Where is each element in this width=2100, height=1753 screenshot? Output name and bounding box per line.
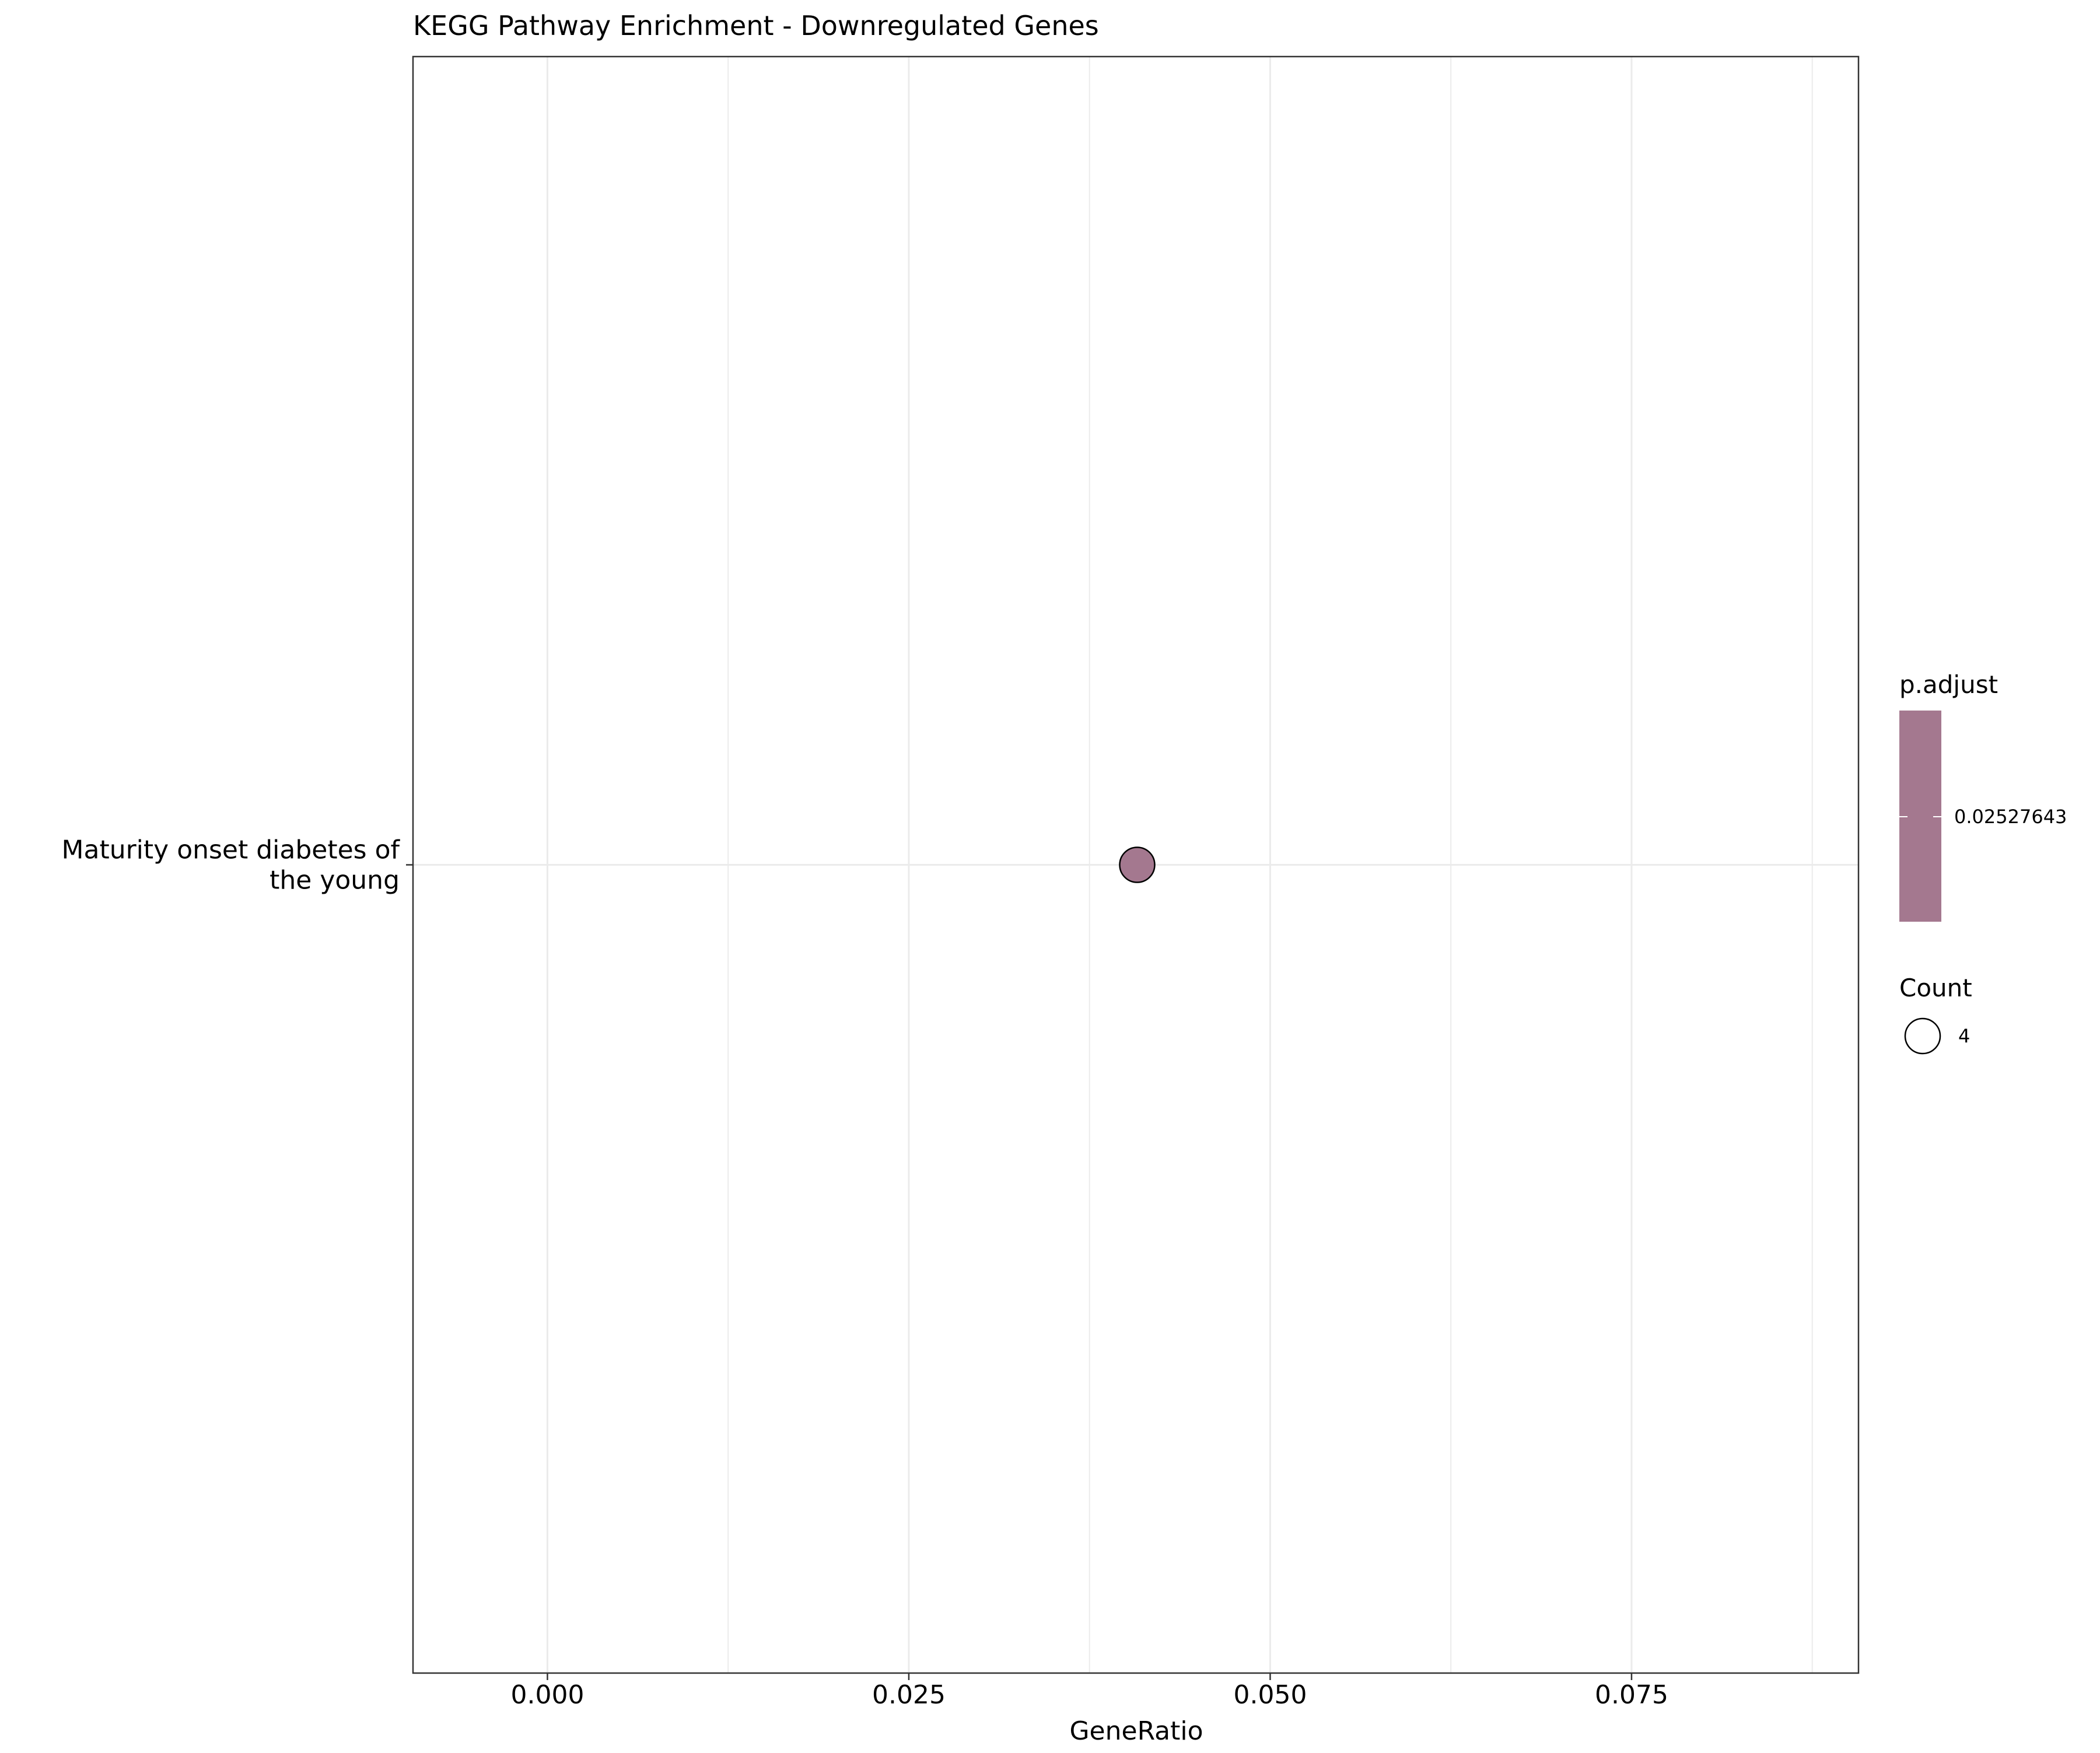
legend: p.adjust 0.02527643 Count 4 [1899,670,2067,1055]
x-axis-label: GeneRatio [1069,1716,1203,1746]
y-tick-label-line: Maturity onset diabetes of [62,835,401,865]
legend-colorbar-label: 0.02527643 [1954,806,2067,828]
x-tick-label: 0.000 [510,1680,584,1710]
y-axis-ticks: Maturity onset diabetes of the young [62,835,413,895]
x-axis-ticks: 0.000 0.025 0.050 0.075 [510,1673,1668,1710]
data-point [1119,846,1156,883]
legend-color-title: p.adjust [1899,670,1998,699]
y-tick-label: Maturity onset diabetes of the young [62,835,401,895]
x-tick-label: 0.025 [872,1680,946,1710]
y-tick-label-line: the young [270,866,400,895]
legend-size-label: 4 [1958,1025,1970,1047]
x-tick-label: 0.050 [1233,1680,1307,1710]
legend-size-circle [1904,1017,1941,1055]
legend-size-title: Count [1899,974,1972,1002]
data-points [1119,846,1156,883]
chart-title: KEGG Pathway Enrichment - Downregulated … [413,10,1099,41]
x-tick-label: 0.075 [1595,1680,1668,1710]
